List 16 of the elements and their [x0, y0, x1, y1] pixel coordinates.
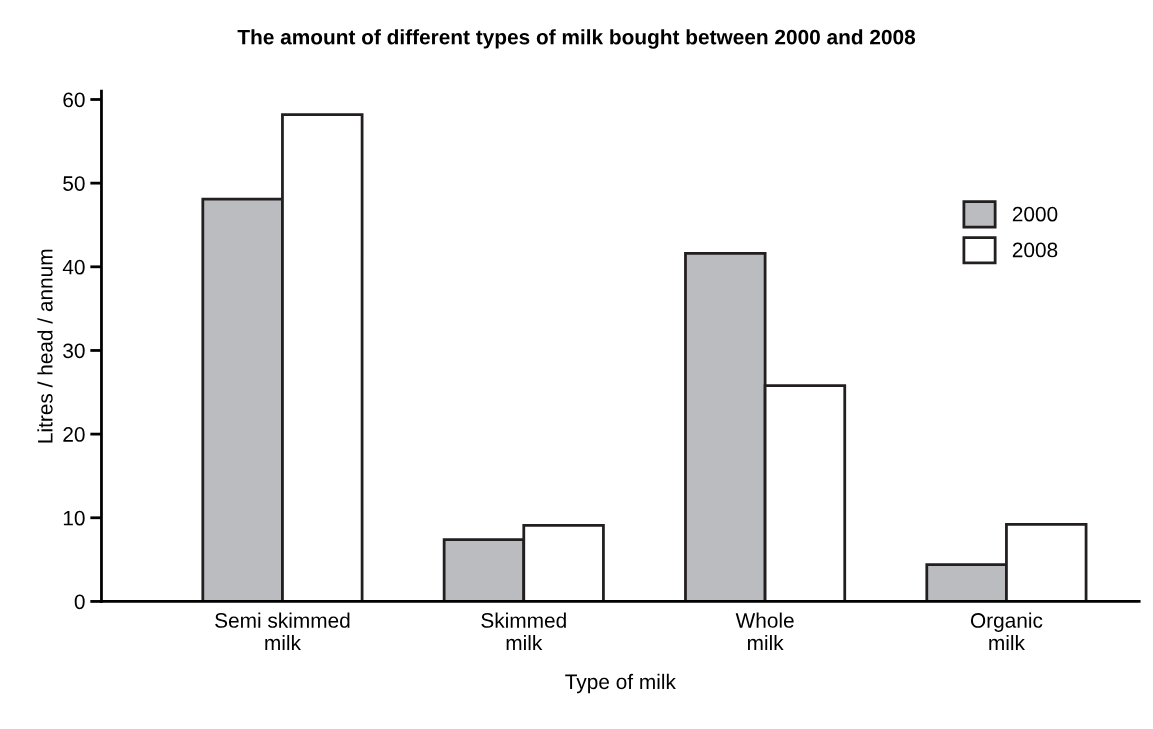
y-tick-label: 40	[62, 259, 85, 275]
y-tick-label: 10	[63, 510, 85, 526]
y-tick-label: 20	[63, 427, 85, 442]
y-tick-label: 0	[74, 594, 85, 610]
y-axis-title: Litres / head / annum	[37, 249, 53, 443]
y-tick-label: 50	[63, 176, 85, 191]
legend-label: 2008	[1012, 242, 1058, 258]
x-axis-title: Type of milk	[565, 673, 676, 694]
x-tick-label: Skimmed milk	[481, 612, 566, 651]
chart-title: The amount of different types of milk bought between 2000 and 2008	[237, 29, 916, 49]
x-tick-label: Semi skimmed milk	[215, 612, 350, 651]
y-tick-label: 60	[63, 92, 85, 108]
legend-label: 2000	[1012, 206, 1058, 222]
x-tick-label: Organic milk	[970, 612, 1043, 651]
y-tick-label: 30	[63, 343, 85, 359]
x-tick-label: Whole milk	[735, 612, 794, 651]
